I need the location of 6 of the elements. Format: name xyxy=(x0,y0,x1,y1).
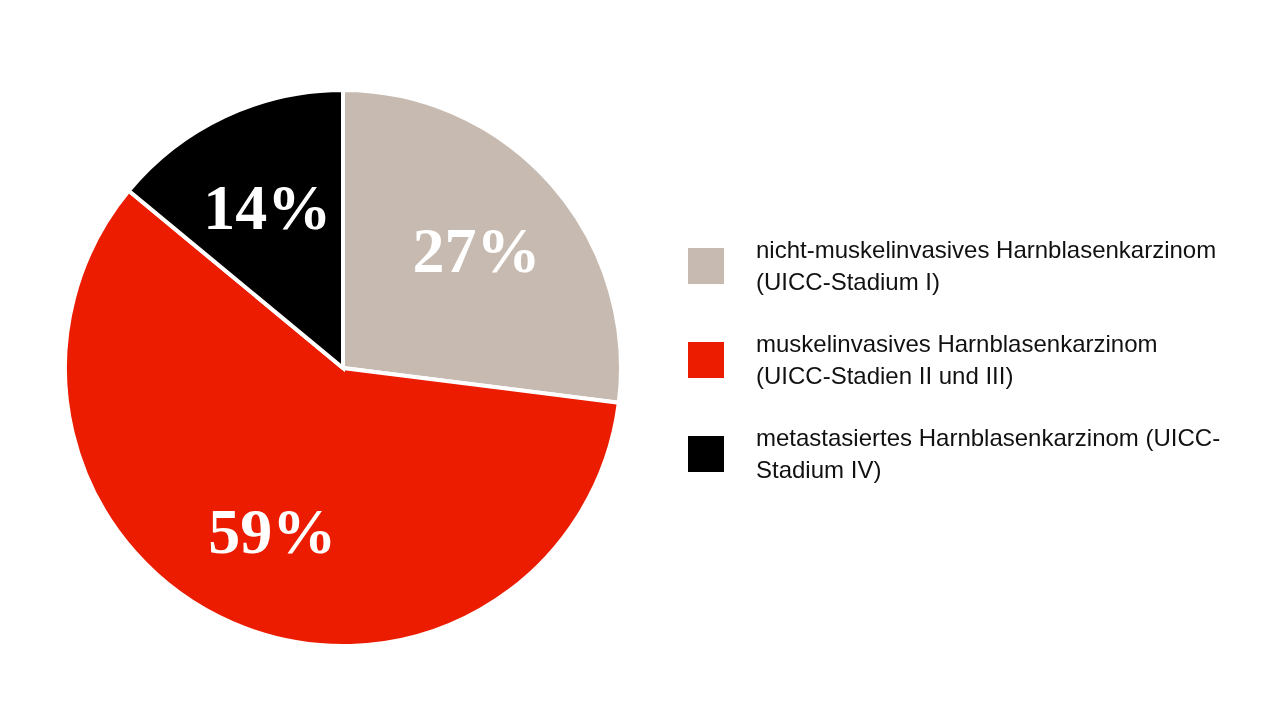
legend-label: muskelinvasives Harnblasenkarzinom (UICC-Stadien II und III) xyxy=(756,329,1159,391)
legend-label: metastasiertes Harnblasenkarzinom (UICC-Stadium IV) xyxy=(756,423,1222,485)
legend-label: nicht-muskelinvasives Harnblasenkarzinom (UICC-Stadium I) xyxy=(756,235,1218,297)
data-label: 59% xyxy=(208,495,337,567)
data-label: 27% xyxy=(412,214,541,286)
data-label: 14% xyxy=(203,171,332,243)
